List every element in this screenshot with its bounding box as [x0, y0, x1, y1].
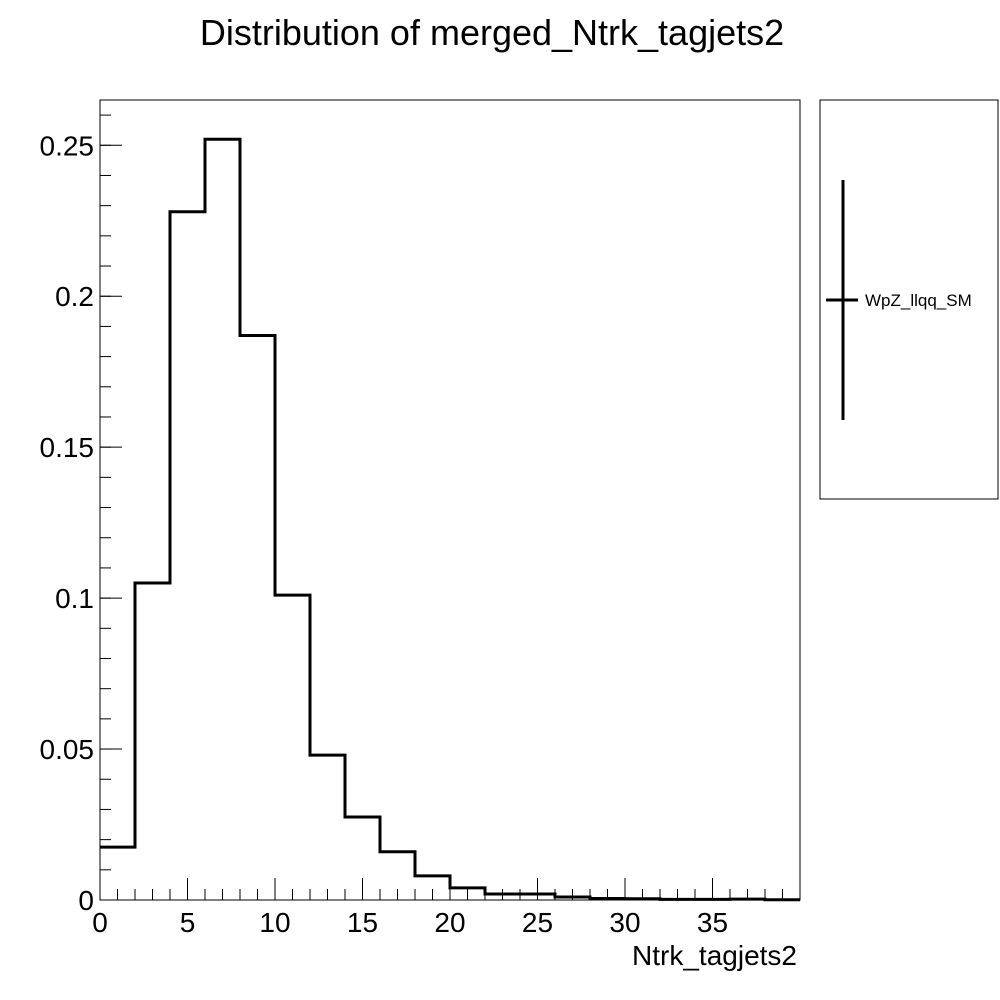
y-tick-label: 0.15 [40, 432, 95, 463]
y-tick-label: 0.2 [55, 281, 94, 312]
x-tick-label: 0 [92, 907, 108, 938]
y-axis-ticks: 0 0.05 0.1 0.15 0.2 0.25 [40, 130, 122, 916]
x-tick-label: 35 [697, 907, 728, 938]
y-tick-label: 0.05 [40, 734, 95, 765]
y-tick-label: 0 [78, 885, 94, 916]
x-axis-title: Ntrk_tagjets2 [632, 940, 797, 971]
y-tick-label: 0.1 [55, 583, 94, 614]
x-tick-label: 10 [259, 907, 290, 938]
y-tick-label: 0.25 [40, 130, 95, 161]
x-tick-label: 30 [609, 907, 640, 938]
x-tick-label: 15 [347, 907, 378, 938]
minor-ticks [99, 114, 783, 901]
x-tick-label: 20 [434, 907, 465, 938]
x-axis-ticks: 0 5 10 15 20 25 30 35 [92, 878, 728, 938]
legend: WpZ_llqq_SM [819, 99, 999, 500]
plot-frame [99, 99, 801, 901]
x-tick-label: 25 [522, 907, 553, 938]
chart-title: Distribution of merged_Ntrk_tagjets2 [200, 12, 784, 53]
x-tick-label: 5 [180, 907, 196, 938]
legend-label: WpZ_llqq_SM [865, 291, 972, 310]
histogram-series-line [100, 137, 800, 902]
